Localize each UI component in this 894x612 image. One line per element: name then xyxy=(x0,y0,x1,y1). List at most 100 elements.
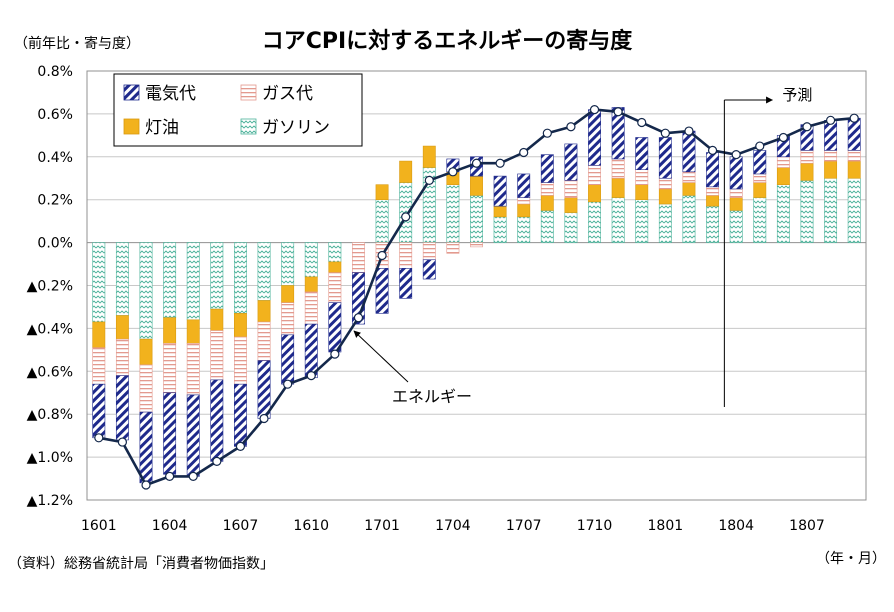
energy-line-point xyxy=(235,441,246,451)
energy-line-point xyxy=(306,370,316,381)
bar-electricity xyxy=(257,360,271,419)
bar-gasoline xyxy=(706,205,719,243)
energy-annotation: エネルギー xyxy=(353,330,472,406)
bar-electricity xyxy=(706,152,719,188)
bar-gasoline xyxy=(776,184,790,243)
bar-kerosene xyxy=(328,261,342,273)
energy-line-point xyxy=(566,122,576,132)
bar-kerosene xyxy=(92,321,106,349)
bar-kerosene xyxy=(470,175,483,196)
bar-electricity xyxy=(281,334,295,385)
energy-line-point xyxy=(377,250,387,261)
bar-gas xyxy=(540,182,554,196)
bar-electricity xyxy=(399,268,413,299)
bar-kerosene xyxy=(682,182,696,196)
bar-gas xyxy=(257,321,271,361)
energy-line-point xyxy=(825,115,836,125)
plot-area-frame xyxy=(86,70,867,501)
bar-gasoline xyxy=(847,177,861,243)
x-tick-label: 1601 xyxy=(81,518,117,534)
y-tick-label: ▲0.4% xyxy=(27,321,73,337)
bar-gas xyxy=(304,291,318,325)
bar-kerosene xyxy=(611,177,625,198)
bar-gas xyxy=(682,171,696,183)
bar-gas xyxy=(92,347,106,385)
source-note: （資料）総務省統計局「消費者物価指数」 xyxy=(8,556,274,572)
energy-line-point xyxy=(94,433,104,443)
y-tick-label: 0.0% xyxy=(37,236,73,252)
energy-line-point xyxy=(542,128,552,138)
energy-line-point xyxy=(802,122,812,132)
x-tick-label: 1801 xyxy=(648,518,684,534)
energy-line-point xyxy=(495,158,505,168)
energy-line-point xyxy=(212,456,222,466)
y-axis-ticks: ▲1.2% ▲1.0% ▲0.8% ▲0.6% ▲0.4% ▲0.2% 0.0% 0.2% 0.… xyxy=(27,64,73,509)
bar-kerosene xyxy=(375,184,389,200)
bar-gasoline xyxy=(115,242,129,316)
energy-line-point xyxy=(259,413,269,424)
bar-electricity xyxy=(517,173,531,198)
bar-gas xyxy=(328,272,342,303)
x-tick-label: 1804 xyxy=(718,518,754,534)
bar-gasoline xyxy=(493,216,507,243)
legend-swatch-gas xyxy=(240,84,257,101)
bar-gasoline xyxy=(540,210,554,243)
bar-gas xyxy=(776,156,790,168)
x-tick-label: 1807 xyxy=(789,518,825,534)
bar-kerosene xyxy=(540,195,554,211)
bar-electricity xyxy=(729,156,743,190)
y-tick-label: 0.8% xyxy=(37,64,73,80)
bar-kerosene xyxy=(824,160,838,179)
energy-line-group xyxy=(94,105,859,490)
bar-gas xyxy=(210,330,224,381)
bar-gas xyxy=(186,343,200,396)
energy-line-point xyxy=(589,105,600,115)
y-tick-label: ▲1.2% xyxy=(27,493,73,509)
bar-electricity xyxy=(635,137,649,170)
energy-line-point xyxy=(353,313,364,323)
energy-line-point xyxy=(401,212,411,222)
bar-gasoline xyxy=(257,242,271,301)
bar-gas xyxy=(824,150,838,162)
bar-electricity xyxy=(115,375,129,441)
energy-line-point xyxy=(471,158,482,168)
bar-electricity xyxy=(422,259,436,280)
x-axis-label: （年・月） xyxy=(816,551,886,567)
y-axis-label: （前年比・寄与度） xyxy=(14,35,140,52)
bar-gasoline xyxy=(234,242,247,314)
legend-swatch-gasoline xyxy=(240,118,257,135)
y-tick-label: ▲0.2% xyxy=(27,279,73,295)
bar-kerosene xyxy=(776,167,790,185)
bar-electricity xyxy=(375,268,389,314)
bar-gasoline xyxy=(800,180,814,243)
bar-electricity xyxy=(847,117,861,151)
bar-electricity xyxy=(328,302,342,353)
x-axis-ticks: 1601 1604 1607 1610 1701 1704 1707 1710 1801 1804… xyxy=(81,518,825,534)
bar-gasoline xyxy=(470,195,483,243)
x-tick-label: 1604 xyxy=(152,518,188,534)
legend-swatch-kerosene xyxy=(123,118,140,135)
bar-kerosene xyxy=(658,188,672,205)
bar-gas xyxy=(588,165,601,185)
energy-line-point xyxy=(778,132,788,143)
bar-kerosene xyxy=(115,315,129,340)
bar-electricity xyxy=(92,383,106,439)
bar-kerosene xyxy=(706,195,719,207)
bar-kerosene xyxy=(186,319,200,344)
energy-line-point xyxy=(660,128,670,138)
legend-label-gas: ガス代 xyxy=(262,84,313,104)
bar-kerosene xyxy=(517,203,531,218)
bar-electricity xyxy=(186,394,200,477)
energy-line-point xyxy=(849,113,859,123)
y-tick-label: ▲0.8% xyxy=(27,407,73,423)
bar-kerosene xyxy=(493,205,507,218)
bar-gas xyxy=(139,364,153,413)
bar-gasoline xyxy=(658,203,672,243)
y-tick-label: ▲1.0% xyxy=(27,450,73,466)
forecast-label: 予測 xyxy=(782,86,812,104)
bar-kerosene xyxy=(635,184,649,200)
bar-gas xyxy=(658,177,672,190)
bar-gas xyxy=(635,169,649,185)
bar-gas xyxy=(706,186,719,196)
